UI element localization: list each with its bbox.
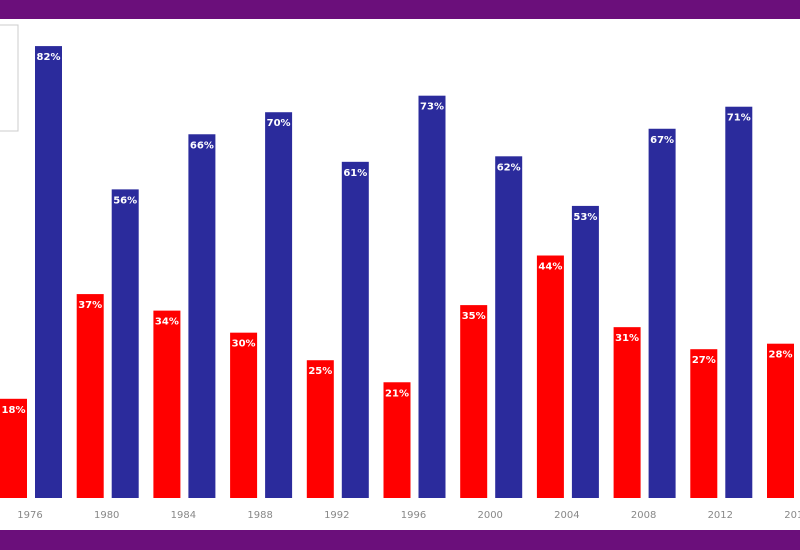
bar: [613, 327, 641, 498]
bar: [188, 134, 216, 498]
bar: [571, 205, 599, 498]
value-label: 21%: [385, 388, 409, 399]
x-tick-label: 2008: [631, 510, 656, 521]
x-tick-label: 1996: [401, 510, 426, 521]
value-label: 62%: [497, 162, 521, 173]
bar: [725, 106, 753, 498]
bar: [460, 305, 488, 498]
x-tick-label: 2016: [784, 510, 800, 521]
bar: [230, 332, 258, 498]
x-tick-label: 1976: [17, 510, 42, 521]
bar: [495, 156, 523, 499]
value-label: 66%: [190, 140, 214, 151]
x-tick-label: 2012: [708, 510, 733, 521]
bar: [767, 343, 794, 498]
bar: [76, 294, 104, 498]
value-label: 82%: [37, 52, 61, 63]
value-label: 56%: [113, 195, 137, 206]
x-tick-label: 1988: [247, 510, 272, 521]
bar: [383, 382, 411, 498]
value-label: 34%: [155, 317, 179, 328]
legend-box: [0, 24, 19, 132]
value-label: 30%: [232, 339, 256, 350]
bar: [690, 349, 718, 498]
bar: [306, 360, 334, 498]
value-label: 37%: [78, 300, 102, 311]
bar: [153, 310, 181, 498]
bar: [0, 398, 27, 498]
x-tick-label: 1980: [94, 510, 119, 521]
value-label: 71%: [727, 113, 751, 124]
value-label: 31%: [615, 333, 639, 344]
top-band: [0, 0, 800, 19]
value-label: 61%: [343, 168, 367, 179]
bar: [536, 255, 564, 498]
value-label: 27%: [692, 355, 716, 366]
bar: [648, 128, 676, 498]
value-label: 25%: [308, 366, 332, 377]
x-tick-label: 1984: [171, 510, 196, 521]
x-tick-label: 1992: [324, 510, 349, 521]
value-label: 28%: [769, 350, 793, 361]
x-tick-label: 2000: [477, 510, 502, 521]
value-label: 35%: [462, 311, 486, 322]
bottom-band: [0, 530, 800, 550]
value-label: 70%: [267, 118, 291, 129]
value-label: 18%: [2, 405, 26, 416]
bar: [418, 95, 446, 498]
x-tick-label: 2004: [554, 510, 579, 521]
value-label: 53%: [573, 212, 597, 223]
plot: 1976 18% 82% 1980 37% 56% 1984 34% 66% 1988 30% 70%…: [0, 46, 800, 521]
bar: [265, 112, 293, 498]
bar: [341, 161, 369, 499]
bar: [111, 189, 139, 498]
value-label: 73%: [420, 102, 444, 113]
value-label: 44%: [538, 262, 562, 273]
bar: [35, 46, 62, 498]
value-label: 67%: [650, 135, 674, 146]
